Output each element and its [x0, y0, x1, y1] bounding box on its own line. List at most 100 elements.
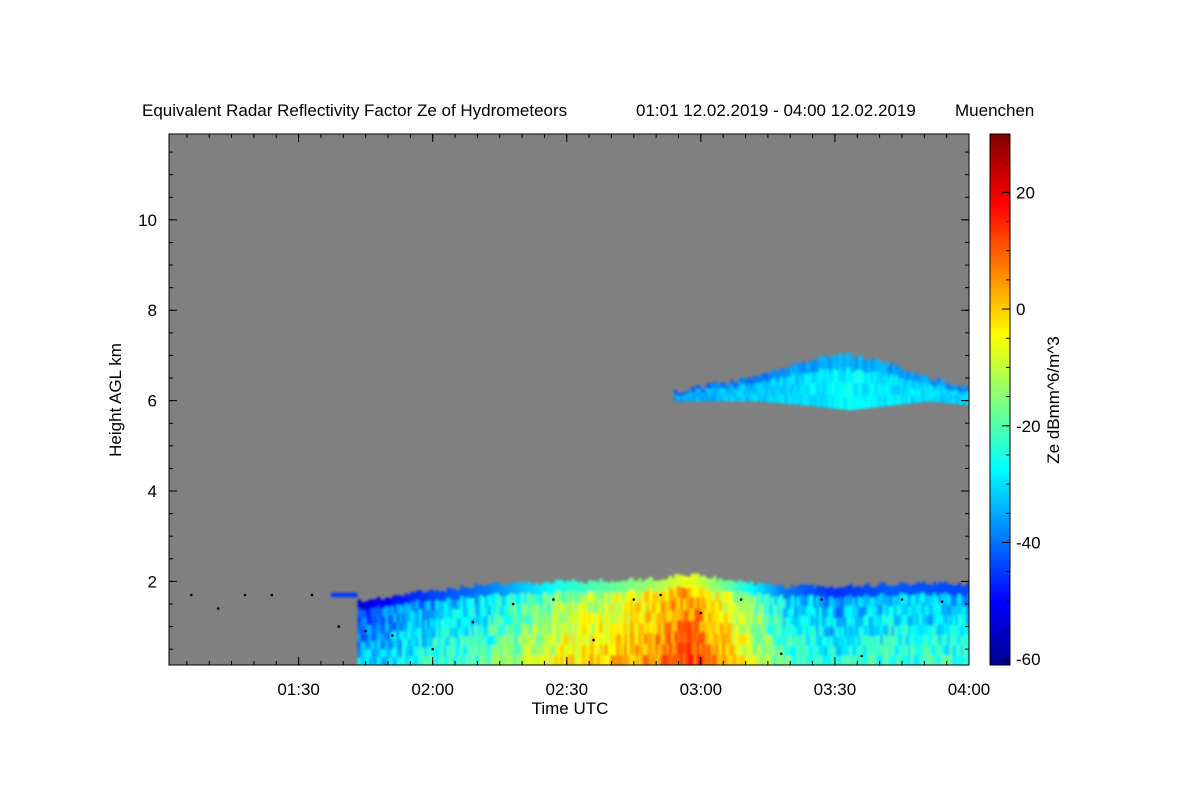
upper-cloud-cell — [853, 371, 857, 385]
low-cloud-cell — [374, 648, 378, 658]
low-cloud-cell — [721, 633, 726, 645]
low-cloud-cell — [532, 654, 537, 665]
low-cloud-cell — [454, 637, 459, 647]
low-cloud-cell — [407, 594, 411, 605]
low-cloud-cell — [807, 605, 812, 616]
low-cloud-cell — [443, 610, 448, 620]
low-cloud-cell — [438, 619, 442, 629]
upper-cloud-cell — [873, 383, 877, 396]
low-cloud-cell — [949, 634, 953, 646]
upper-cloud-cell — [737, 390, 741, 397]
low-cloud-cell — [830, 645, 834, 656]
low-cloud-cell — [793, 645, 798, 656]
low-cloud-cell — [521, 623, 525, 635]
upper-cloud-cell — [811, 360, 815, 373]
low-cloud-cell — [482, 626, 487, 637]
low-cloud-cell — [866, 624, 870, 635]
low-cloud-cell — [566, 633, 570, 645]
low-cloud-cell — [571, 600, 575, 612]
upper-cloud-cell — [696, 388, 700, 394]
upper-cloud-cell — [708, 396, 712, 402]
low-cloud-cell — [618, 633, 623, 645]
low-cloud-cell — [899, 633, 903, 645]
low-cloud-cell — [435, 608, 439, 619]
low-cloud-cell — [905, 644, 909, 656]
low-cloud-cell — [552, 644, 556, 656]
upper-cloud-cell — [843, 358, 847, 372]
low-cloud-cell — [507, 624, 512, 636]
low-cloud-cell — [641, 592, 645, 604]
low-cloud-cell — [554, 633, 559, 645]
low-cloud-cell — [938, 623, 942, 635]
low-cloud-cell — [666, 654, 670, 665]
low-cloud-cell — [913, 614, 917, 626]
upper-cloud-cell — [769, 371, 773, 380]
low-cloud-cell — [866, 614, 870, 625]
low-cloud-cell — [877, 604, 881, 616]
upper-cloud-cell — [895, 374, 899, 386]
low-cloud-cell — [518, 603, 523, 615]
low-cloud-cell — [885, 655, 889, 665]
low-cloud-cell — [474, 624, 478, 635]
low-cloud-cell — [888, 655, 892, 665]
low-cloud-cell — [896, 635, 901, 646]
low-cloud-cell — [913, 644, 917, 656]
low-cloud-cell — [482, 587, 487, 598]
low-cloud-cell — [763, 654, 767, 665]
low-cloud-cell — [782, 607, 787, 618]
low-cloud-cell — [760, 593, 764, 605]
cloud-base-point — [739, 598, 743, 601]
low-cloud-cell — [799, 634, 803, 646]
low-cloud-cell — [880, 634, 884, 645]
upper-cloud-cell — [878, 382, 882, 396]
low-cloud-cell — [441, 609, 445, 620]
low-cloud-cell — [899, 623, 903, 635]
low-cloud-cell — [899, 592, 903, 604]
low-cloud-cell — [627, 611, 631, 623]
upper-cloud-cell — [767, 395, 771, 403]
low-cloud-cell — [649, 587, 653, 600]
low-cloud-cell — [418, 627, 423, 638]
low-cloud-cell — [527, 633, 531, 645]
upper-cloud-cell — [819, 355, 823, 369]
low-cloud-cell — [702, 631, 706, 644]
upper-cloud-cell — [966, 385, 969, 392]
low-cloud-cell — [955, 585, 959, 596]
x-axis-label: Time UTC — [532, 699, 609, 718]
low-cloud-cell — [529, 604, 534, 616]
low-cloud-cell — [774, 604, 778, 616]
low-cloud-cell — [657, 580, 662, 592]
low-cloud-cell — [538, 595, 542, 606]
upper-cloud-cell — [917, 376, 921, 384]
low-cloud-cell — [957, 624, 962, 635]
upper-cloud-cell — [946, 393, 950, 399]
low-cloud-cell — [666, 632, 670, 644]
low-cloud-cell — [821, 615, 826, 627]
low-cloud-cell — [902, 583, 906, 594]
low-cloud-cell — [713, 620, 717, 633]
low-cloud-cell — [685, 654, 689, 665]
low-cloud-cell — [963, 645, 967, 656]
low-cloud-cell — [835, 588, 839, 599]
low-cloud-cell — [663, 601, 667, 613]
upper-cloud-cell — [939, 386, 943, 393]
low-cloud-cell — [791, 624, 795, 636]
low-cloud-cell — [896, 615, 901, 626]
low-cloud-cell — [774, 634, 778, 646]
low-cloud-cell — [799, 644, 803, 656]
low-cloud-cell — [955, 635, 959, 646]
low-cloud-cell — [413, 601, 417, 612]
low-cloud-cell — [707, 632, 712, 645]
upper-cloud-cell — [863, 360, 867, 373]
low-cloud-cell — [616, 654, 620, 665]
upper-cloud-cell — [826, 355, 830, 369]
low-cloud-cell — [407, 647, 411, 657]
low-cloud-cell — [721, 654, 726, 665]
low-cloud-cell — [960, 586, 965, 597]
low-cloud-cell — [718, 610, 723, 623]
upper-cloud-cell — [964, 388, 968, 394]
low-cloud-cell — [766, 644, 770, 656]
low-cloud-cell — [365, 641, 370, 650]
upper-cloud-cell — [880, 384, 884, 396]
low-cloud-cell — [657, 633, 662, 645]
